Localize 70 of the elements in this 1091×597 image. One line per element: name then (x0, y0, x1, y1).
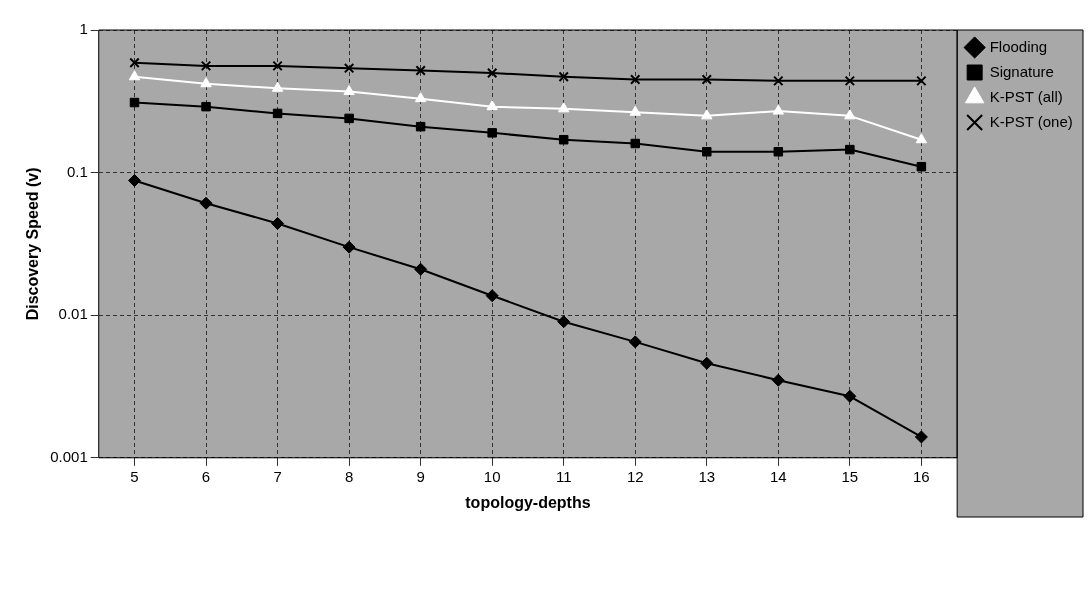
point (414, 92, 427, 103)
point (700, 356, 714, 370)
point (628, 335, 642, 349)
legend-label: Signature (989, 62, 1054, 80)
point (272, 108, 283, 119)
x-tick-label: 11 (555, 467, 572, 485)
point (414, 262, 428, 276)
x-tick-label: 5 (130, 467, 139, 485)
point (844, 75, 856, 87)
point (272, 60, 283, 72)
point (558, 71, 569, 82)
point (701, 109, 713, 120)
x-tick-label: 14 (769, 467, 787, 485)
point (344, 113, 354, 124)
point (701, 74, 713, 85)
point (271, 81, 284, 92)
point (201, 101, 211, 112)
point (271, 216, 285, 230)
y-tick-label: 0.01 (58, 305, 88, 323)
point (630, 138, 640, 149)
x-axis-title: topology-depths (465, 493, 591, 511)
point (629, 105, 641, 116)
point (342, 240, 356, 254)
legend-label: K-PST (all) (989, 87, 1063, 105)
point (915, 133, 928, 144)
point (128, 70, 141, 81)
point (916, 75, 927, 87)
x-tick-label: 6 (201, 467, 211, 485)
x-tick-label: 8 (344, 467, 354, 485)
point (558, 135, 569, 145)
point (914, 430, 928, 444)
x-tick-label: 15 (841, 467, 859, 485)
legend-label: K-PST (one) (989, 112, 1073, 130)
y-axis-title: Discovery Speed (v) (24, 167, 42, 321)
point (486, 100, 498, 111)
point (702, 147, 712, 157)
point (772, 104, 785, 115)
point (200, 77, 212, 88)
point (415, 65, 426, 76)
y-tick-label: 0.1 (66, 162, 88, 180)
point (486, 67, 498, 79)
point (557, 315, 571, 329)
x-tick-label: 12 (626, 467, 644, 485)
point (485, 289, 499, 303)
x-tick-label: 9 (416, 467, 425, 485)
y-tick-label: 1 (79, 20, 88, 38)
point (487, 128, 497, 138)
point (200, 60, 212, 72)
point (843, 389, 857, 403)
x-tick-label: 16 (913, 467, 930, 485)
x-tick-label: 13 (698, 467, 716, 485)
point (845, 144, 855, 155)
legend-label: Flooding (989, 37, 1048, 55)
x-tick-label: 7 (273, 467, 282, 485)
point (199, 196, 213, 210)
point (630, 74, 641, 85)
point (916, 161, 927, 172)
point (415, 121, 426, 132)
point (128, 174, 141, 188)
point (129, 57, 140, 68)
point (773, 75, 784, 87)
y-tick-label: 0.001 (50, 447, 88, 465)
point (844, 109, 856, 120)
point (558, 102, 570, 113)
x-tick-label: 10 (483, 467, 501, 485)
point (343, 85, 355, 96)
point (773, 147, 784, 157)
point (771, 373, 785, 387)
point (343, 62, 355, 74)
point (129, 97, 140, 108)
